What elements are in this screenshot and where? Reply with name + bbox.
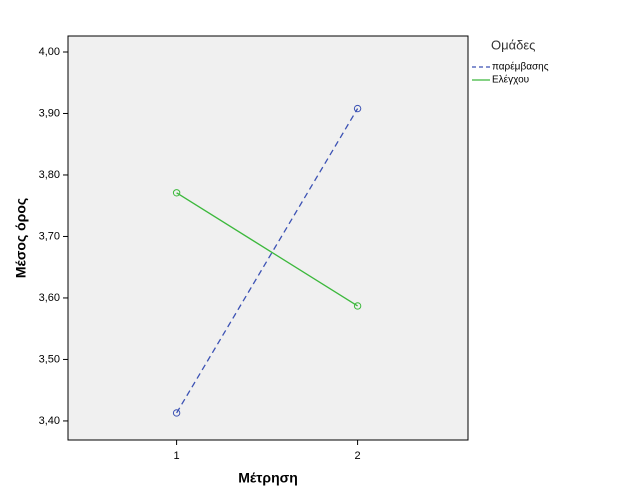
y-tick-label: 3,50 <box>39 353 60 365</box>
point-marker <box>172 409 181 417</box>
y-tick-label: 4,00 <box>39 46 60 58</box>
plot-area <box>67 35 469 441</box>
y-tick-label: 3,90 <box>39 107 60 119</box>
y-axis-label: Μέσος όρος <box>13 198 29 278</box>
x-axis-label: Μέτρηση <box>238 470 298 486</box>
x-tick-label: 1 <box>174 450 180 462</box>
y-tick-label: 3,80 <box>39 169 60 181</box>
point-marker <box>353 302 362 310</box>
point-marker <box>353 104 362 113</box>
legend-title: Ομάδες <box>491 37 535 52</box>
x-tick-label: 2 <box>355 450 361 462</box>
legend-label: παρέμβασης <box>492 61 549 73</box>
series-line <box>176 192 358 307</box>
legend-label: Ελέγχου <box>492 74 529 86</box>
y-tick-label: 3,40 <box>39 415 60 427</box>
point-marker <box>172 189 181 197</box>
y-tick-label: 3,70 <box>39 230 60 242</box>
y-tick-label: 3,60 <box>39 292 60 304</box>
series-line <box>176 108 359 414</box>
